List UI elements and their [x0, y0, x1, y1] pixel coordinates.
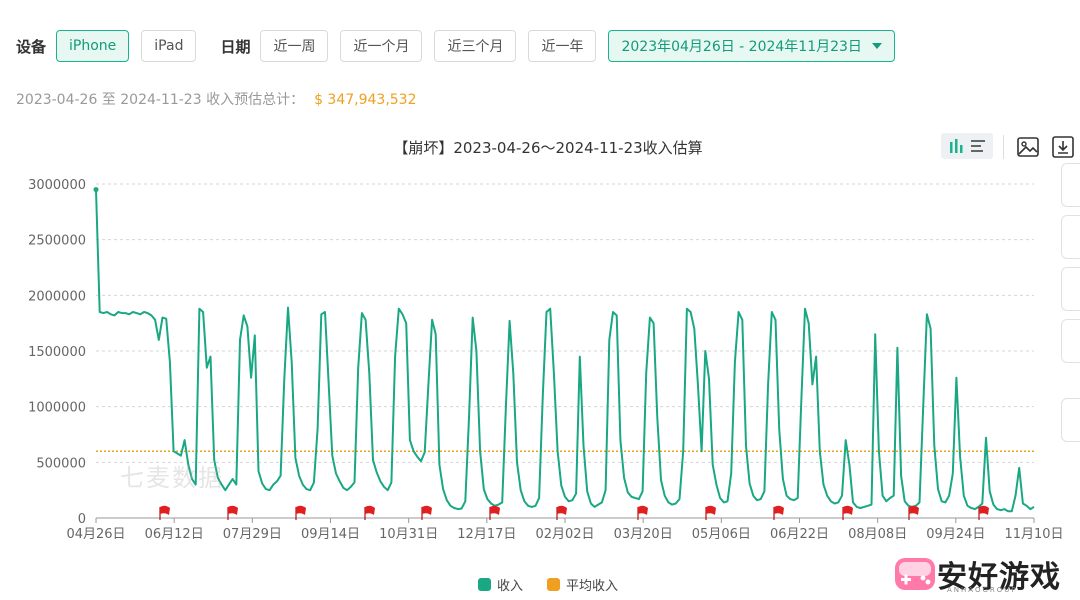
event-flag-icon — [228, 505, 238, 515]
side-tab-apps[interactable] — [1061, 215, 1080, 259]
brand-logo: 安好游戏 ANHAOGROUP — [893, 552, 1061, 596]
side-tab-comment[interactable] — [1061, 163, 1080, 207]
brand-subtitle: ANHAOGROUP — [947, 586, 1018, 594]
chart-view-toggle[interactable] — [941, 133, 993, 159]
legend-item-average[interactable]: 平均收入 — [547, 575, 618, 594]
side-tab-service[interactable] — [1061, 319, 1080, 363]
x-tick-label: 07月29日 — [223, 527, 282, 542]
range-month-button[interactable]: 近一个月 — [340, 30, 423, 62]
legend-label-average: 平均收入 — [566, 579, 619, 594]
event-flag-icon — [365, 505, 375, 515]
device-ipad-button[interactable]: iPad — [141, 30, 197, 62]
side-tab-top[interactable] — [1061, 398, 1080, 442]
event-flag-icon — [160, 505, 170, 515]
summary-amount: $ 347,943,532 — [314, 92, 417, 108]
event-flag-icon — [296, 505, 306, 515]
chart-legend: 收入 平均收入 — [478, 575, 642, 594]
revenue-summary: 2023-04-26 至 2024-11-23 收入预估总计： $ 347,943… — [16, 89, 417, 109]
event-flag-icon — [706, 505, 716, 515]
filter-bar: 设备 iPhone iPad 日期 近一周 近一个月 近三个月 近一年 2023… — [16, 29, 907, 63]
save-image-icon[interactable] — [1016, 135, 1040, 159]
x-tick-label: 02月02日 — [535, 527, 594, 542]
bar-chart-icon[interactable] — [949, 138, 965, 154]
x-tick-label: 12月17日 — [457, 527, 516, 542]
event-flag-icon — [638, 505, 648, 515]
range-year-button[interactable]: 近一年 — [528, 30, 597, 62]
side-tab-like[interactable] — [1061, 267, 1080, 311]
event-flag-icon — [774, 505, 784, 515]
x-tick-label: 05月06日 — [692, 527, 751, 542]
y-tick-label: 1000000 — [28, 401, 86, 416]
y-tick-label: 2000000 — [28, 289, 86, 304]
legend-item-revenue[interactable]: 收入 — [478, 575, 523, 594]
x-tick-label: 06月12日 — [145, 527, 204, 542]
date-range-value: 2023年04月26日 - 2024年11月23日 — [621, 39, 862, 55]
x-tick-label: 11月10日 — [1004, 527, 1063, 542]
date-label: 日期 — [220, 37, 251, 56]
start-point — [93, 187, 99, 193]
gamepad-logo-icon — [895, 558, 935, 590]
brand-name: 安好游戏 — [937, 560, 1061, 595]
event-flag-icon — [843, 505, 853, 515]
watermark: 七麦数据 — [120, 464, 224, 492]
caret-down-icon — [871, 43, 882, 49]
date-range-picker[interactable]: 2023年04月26日 - 2024年11月23日 — [608, 30, 895, 62]
y-tick-label: 3000000 — [28, 178, 86, 193]
chart-title: 【崩坏】2023-04-26～2024-11-23收入估算 — [393, 139, 703, 157]
legend-swatch-average — [547, 578, 561, 591]
device-label: 设备 — [16, 37, 47, 56]
x-tick-label: 09月14日 — [301, 527, 360, 542]
x-tick-label: 08月08日 — [848, 527, 907, 542]
y-tick-label: 0 — [78, 512, 86, 527]
summary-text: 2023-04-26 至 2024-11-23 收入预估总计： — [16, 92, 305, 108]
range-week-button[interactable]: 近一周 — [260, 30, 329, 62]
x-tick-label: 10月31日 — [379, 527, 438, 542]
device-iphone-button[interactable]: iPhone — [56, 30, 130, 62]
x-tick-label: 06月22日 — [770, 527, 829, 542]
x-tick-label: 03月20日 — [614, 527, 673, 542]
legend-label-revenue: 收入 — [497, 579, 524, 594]
event-flag-icon — [490, 505, 500, 515]
x-tick-label: 09月24日 — [926, 527, 985, 542]
event-flag-icon — [909, 505, 919, 515]
range-3months-button[interactable]: 近三个月 — [434, 30, 517, 62]
event-flag-icon — [979, 505, 989, 515]
event-flag-icon — [422, 505, 432, 515]
x-tick-label: 04月26日 — [66, 527, 125, 542]
y-tick-label: 500000 — [36, 456, 86, 471]
legend-swatch-revenue — [478, 578, 491, 591]
list-view-icon[interactable] — [970, 138, 986, 154]
download-icon[interactable] — [1051, 135, 1075, 159]
event-flag-icon — [557, 505, 567, 515]
y-tick-label: 2500000 — [28, 234, 86, 249]
revenue-line — [95, 189, 1035, 513]
y-tick-label: 1500000 — [28, 345, 86, 360]
